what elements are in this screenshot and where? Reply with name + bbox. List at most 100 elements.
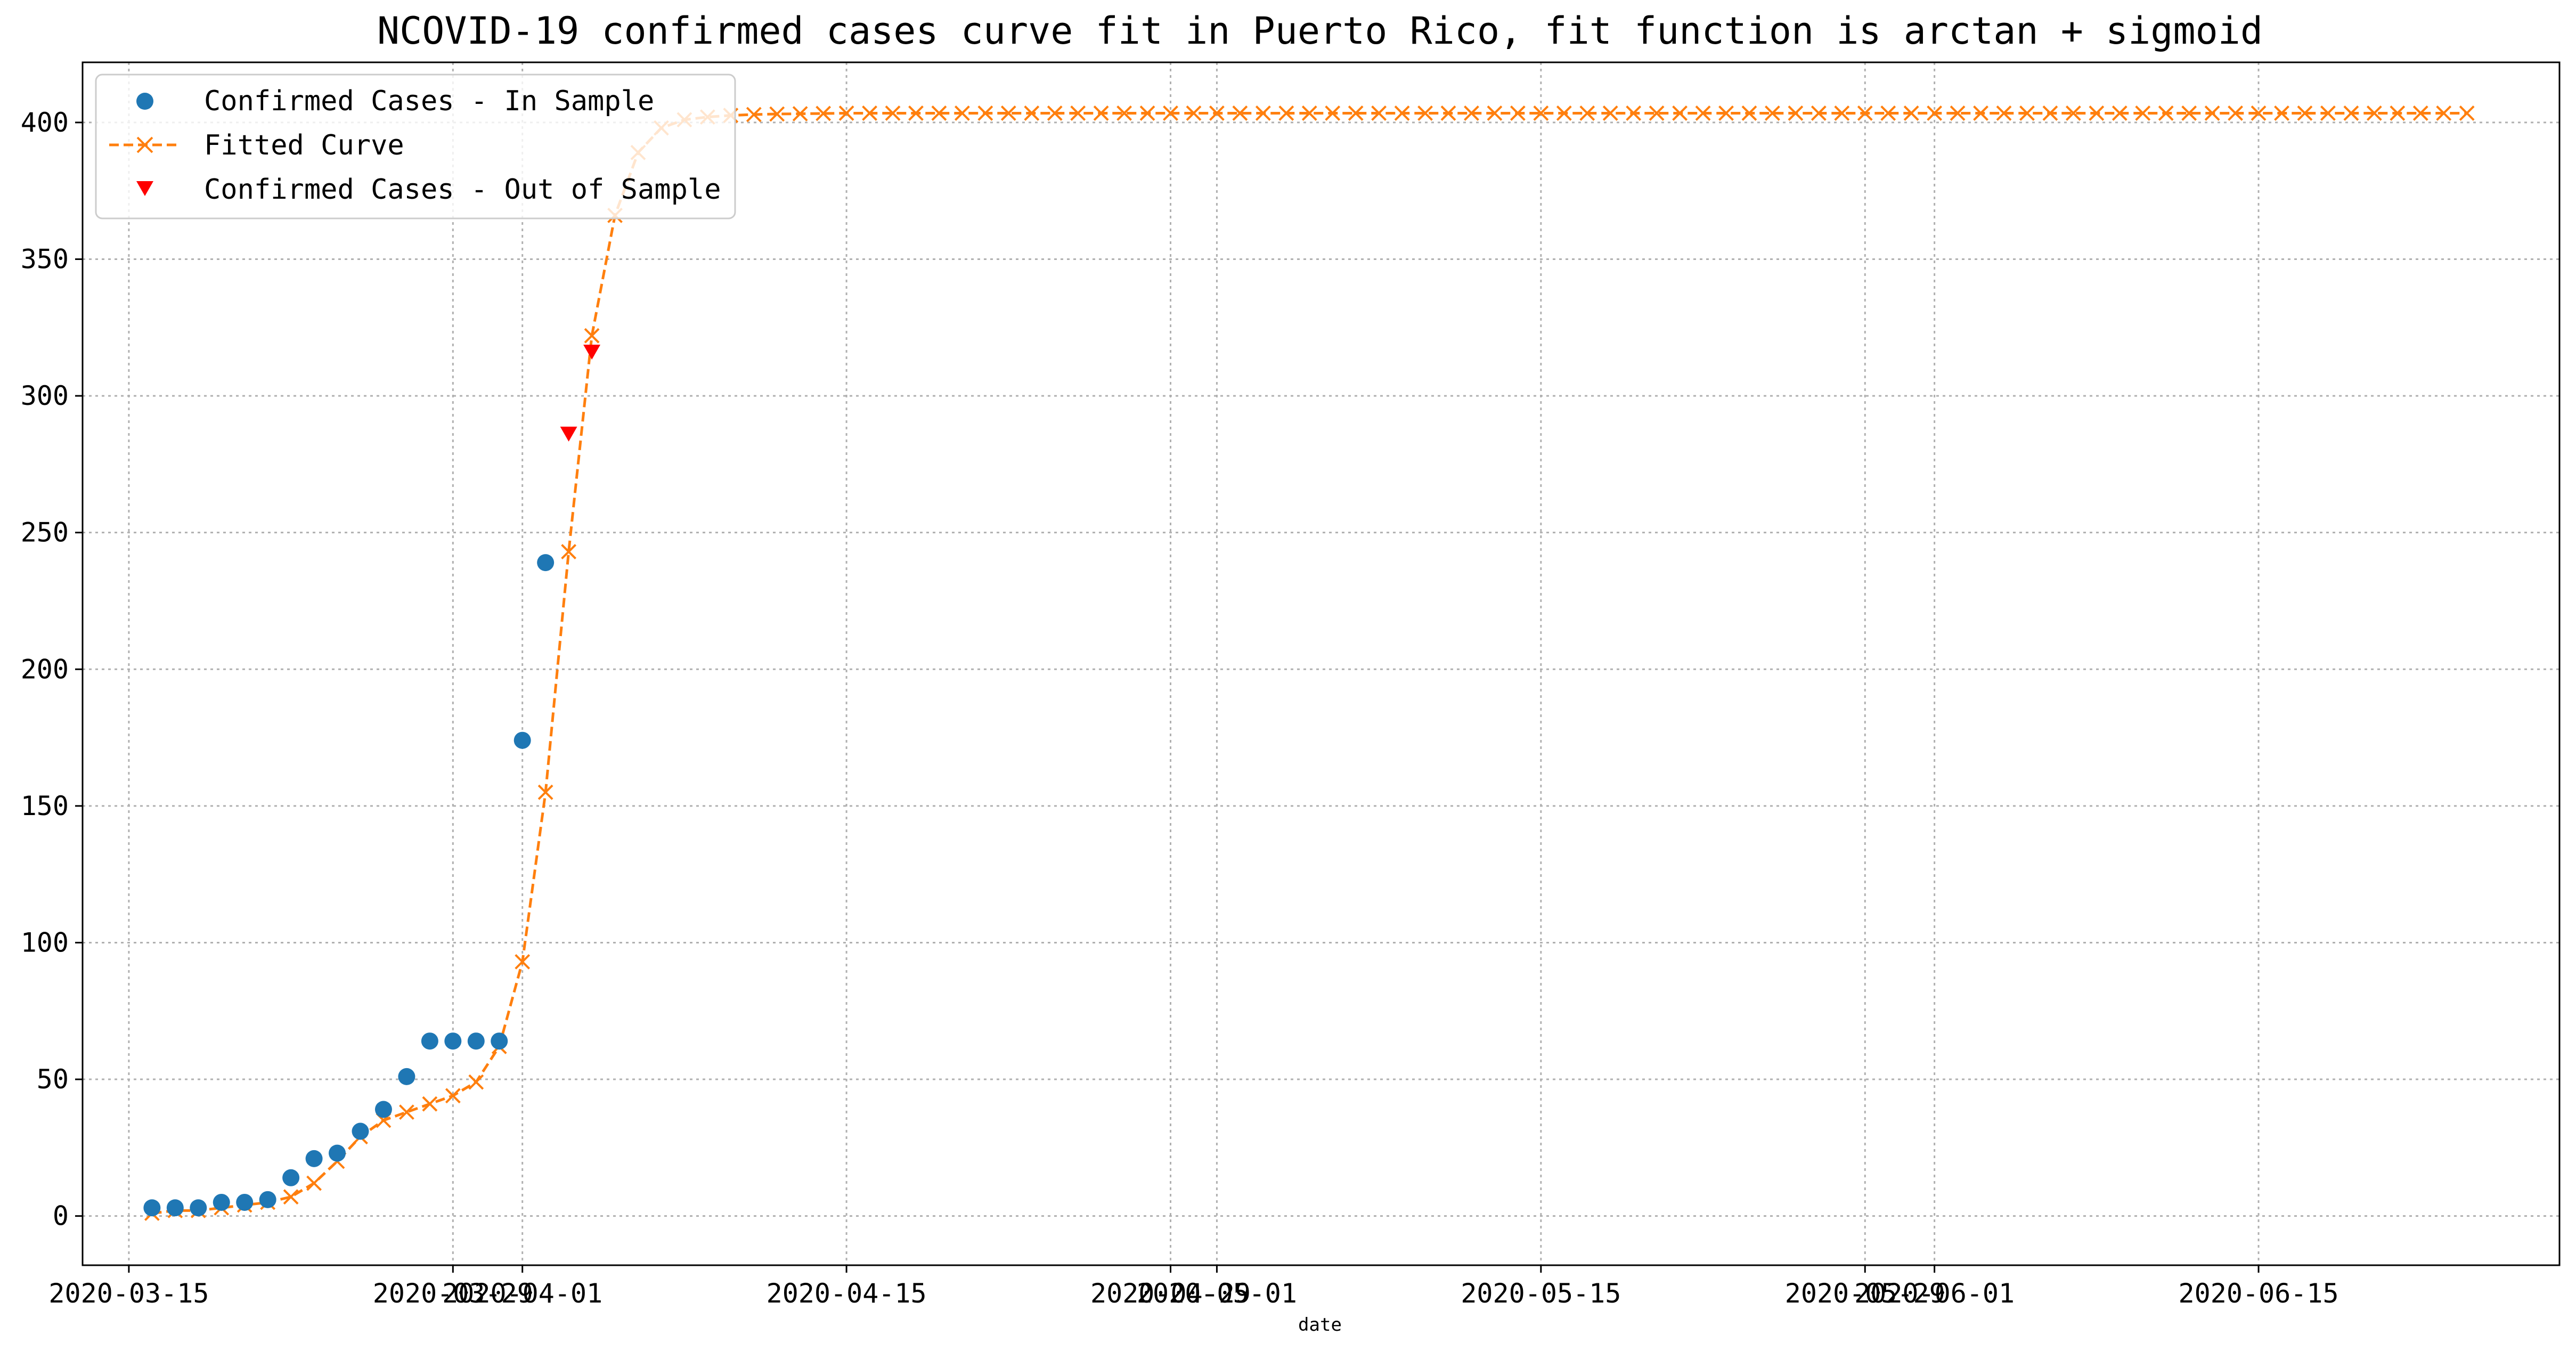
fitted-curve-point — [1000, 105, 1016, 121]
fitted-curve-point — [2459, 105, 2475, 121]
in-sample-point — [259, 1191, 276, 1208]
fitted-curve-point — [2089, 105, 2105, 121]
fitted-curve-point — [2436, 105, 2452, 121]
fitted-curve-point — [1464, 105, 1479, 121]
fitted-curve-point — [769, 106, 785, 122]
fitted-curve-point — [1186, 105, 1202, 121]
fitted-curve-point — [1487, 105, 1503, 121]
x-tick-label: 2020-06-15 — [2179, 1278, 2339, 1309]
in-sample-point — [282, 1169, 300, 1186]
fitted-curve-point — [885, 105, 901, 121]
fitted-curve-point — [2412, 105, 2428, 121]
fitted-curve-point — [2320, 105, 2336, 121]
in-sample-point — [513, 731, 531, 749]
in-sample-point — [213, 1193, 230, 1211]
fitted-curve-point — [1718, 105, 1734, 121]
in-sample-point — [467, 1032, 485, 1050]
fitted-curve-point — [1510, 105, 1526, 121]
legend: Confirmed Cases - In Sample Fitted Curve… — [95, 74, 736, 219]
legend-label-out-of-sample: Confirmed Cases - Out of Sample — [204, 174, 721, 206]
in-sample-point — [143, 1199, 161, 1217]
in-sample-point — [421, 1032, 438, 1050]
in-sample-point — [374, 1101, 392, 1118]
fitted-curve-point — [1973, 105, 1988, 121]
chart-title: NCOVID-19 confirmed cases curve fit in P… — [377, 9, 2263, 53]
in-sample-point — [491, 1032, 508, 1050]
in-sample-point — [236, 1193, 254, 1211]
y-tick-label: 200 — [21, 654, 69, 685]
fitted-curve-point — [2019, 105, 2035, 121]
fitted-curve-point — [1348, 105, 1364, 121]
fitted-curve-point — [1371, 105, 1387, 121]
x-tick-label: 2020-04-29 — [1090, 1278, 1251, 1309]
fitted-curve-point — [2366, 105, 2382, 121]
fitted-curve-point — [1116, 105, 1132, 121]
y-tick-label: 50 — [37, 1064, 69, 1095]
fitted-curve-point — [2204, 105, 2220, 121]
fitted-curve-point — [2065, 105, 2081, 121]
y-tick-label: 250 — [21, 517, 69, 548]
fitted-curve-point — [1440, 105, 1456, 121]
fitted-curve-point — [1695, 105, 1711, 121]
x-tick-label: 2020-03-15 — [48, 1278, 209, 1309]
fitted-curve-point — [2274, 105, 2289, 121]
fitted-curve-point — [1209, 105, 1225, 121]
y-tick-label: 150 — [21, 791, 69, 821]
fitted-curve-point — [283, 1189, 299, 1205]
fitted-curve-point — [792, 106, 808, 121]
fitted-curve-point — [1417, 105, 1433, 121]
fitted-curve-point — [816, 105, 832, 121]
in-sample-point — [329, 1144, 346, 1162]
x-tick-label: 2020-05-29 — [1785, 1278, 1945, 1309]
fitted-curve-point — [561, 544, 577, 560]
fitted-curve-point — [1834, 105, 1850, 121]
legend-label-in-sample: Confirmed Cases - In Sample — [204, 85, 654, 117]
fitted-curve-point — [2112, 105, 2127, 121]
fitted-curve-point — [2158, 105, 2174, 121]
in-sample-point — [444, 1032, 462, 1050]
fitted-curve-point — [1232, 105, 1248, 121]
x-axis-label: date — [1298, 1314, 1342, 1336]
out-of-sample-point — [583, 344, 601, 360]
legend-marker-fitted — [136, 136, 153, 153]
fitted-curve-point — [838, 105, 854, 121]
legend-label-fitted: Fitted Curve — [204, 129, 404, 161]
fitted-curve-point — [746, 107, 762, 123]
fitted-curve-point — [1024, 105, 1040, 121]
out-of-sample-point — [560, 426, 577, 442]
fitted-curve-point — [1602, 105, 1618, 121]
x-tick-label: 2020-04-15 — [767, 1278, 927, 1309]
fitted-curve-point — [1811, 105, 1827, 121]
fitted-curve-point — [1880, 105, 1896, 121]
x-tick-label: 2020-04-01 — [442, 1278, 602, 1309]
in-sample-point — [190, 1199, 207, 1217]
fitted-curve-point — [584, 328, 600, 344]
fitted-curve-point — [1927, 105, 1943, 121]
fitted-curve-point — [1325, 105, 1341, 121]
legend-box — [95, 74, 736, 219]
fitted-curve-point — [1741, 105, 1757, 121]
fitted-curve-point — [306, 1175, 322, 1191]
fitted-curve-point — [1163, 105, 1178, 121]
in-sample-point — [537, 554, 555, 572]
fitted-curve-point — [2181, 105, 2197, 121]
fitted-curve-point — [537, 784, 553, 800]
y-tick-label: 100 — [21, 927, 69, 958]
fitted-curve-point — [515, 954, 531, 970]
axis-ticks: 0 50 100 150 200 250 300 350 400 2020-03-15 2020-0… — [21, 107, 2339, 1309]
y-tick-label: 0 — [53, 1201, 69, 1232]
fitted-curve-point — [1070, 105, 1086, 121]
fitted-curve-point — [1047, 105, 1063, 121]
legend-marker-out-of-sample — [136, 181, 153, 196]
fitted-curve-point — [1278, 105, 1294, 121]
fitted-curve-point — [1556, 105, 1572, 121]
x-tick-label: 2020-03-29 — [373, 1278, 533, 1309]
fitted-curve-point — [2251, 105, 2267, 121]
fitted-curve-point — [908, 105, 924, 121]
fitted-curve-point — [1649, 105, 1665, 121]
x-tick-label: 2020-05-15 — [1461, 1278, 1621, 1309]
grid — [83, 62, 2559, 1265]
plot-data — [143, 105, 2475, 1221]
fitted-curve-point — [1672, 105, 1688, 121]
